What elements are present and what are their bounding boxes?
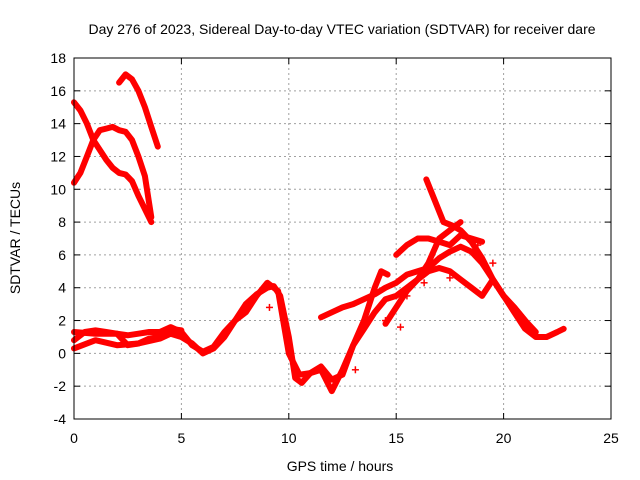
y-tick-label: -4 (54, 411, 67, 427)
chart-title: Day 276 of 2023, Sidereal Day-to-day VTE… (88, 21, 595, 37)
x-tick-label: 0 (70, 430, 78, 446)
series-arc-c (116, 71, 161, 150)
x-tick-label: 15 (388, 430, 404, 446)
tick-labels: 0 5 10 15 20 25 -4 -2 0 2 4 6 8 10 12 14 16 18 (50, 50, 619, 446)
series-arc-b (71, 123, 155, 221)
x-axis-title: GPS time / hours (287, 458, 394, 474)
y-tick-label: 0 (58, 345, 66, 361)
outlier-marker (446, 274, 454, 282)
y-tick-label: 10 (50, 181, 66, 197)
series-arc-j (71, 325, 185, 349)
series-arc-a (71, 99, 155, 226)
y-tick-label: 18 (50, 50, 66, 66)
series-arc-h (423, 176, 539, 335)
y-tick-label: 14 (50, 116, 66, 132)
y-tick-label: 16 (50, 83, 66, 99)
outlier-marker (489, 259, 497, 267)
series-arc-i (382, 219, 464, 327)
x-tick-label: 10 (281, 430, 297, 446)
outlier-marker (351, 366, 359, 374)
axis-ticks (73, 57, 612, 420)
series-arc-e (71, 265, 567, 395)
x-tick-label: 20 (496, 430, 512, 446)
y-tick-label: 2 (58, 313, 66, 329)
data-series (71, 71, 567, 395)
y-axis-title: SDTVAR / TECUs (7, 182, 23, 294)
outlier-marker (265, 303, 273, 311)
y-tick-label: 6 (58, 247, 66, 263)
y-tick-label: 12 (50, 148, 66, 164)
outlier-marker (403, 292, 411, 300)
y-tick-label: -2 (54, 378, 67, 394)
plot-frame (73, 57, 612, 420)
y-tick-label: 4 (58, 280, 66, 296)
outlier-marker (396, 323, 404, 331)
x-tick-label: 25 (603, 430, 619, 446)
x-tick-label: 5 (178, 430, 186, 446)
outlier-marker (474, 241, 482, 249)
y-tick-label: 8 (58, 214, 66, 230)
outlier-marker (381, 317, 389, 325)
outlier-marker (420, 279, 428, 287)
